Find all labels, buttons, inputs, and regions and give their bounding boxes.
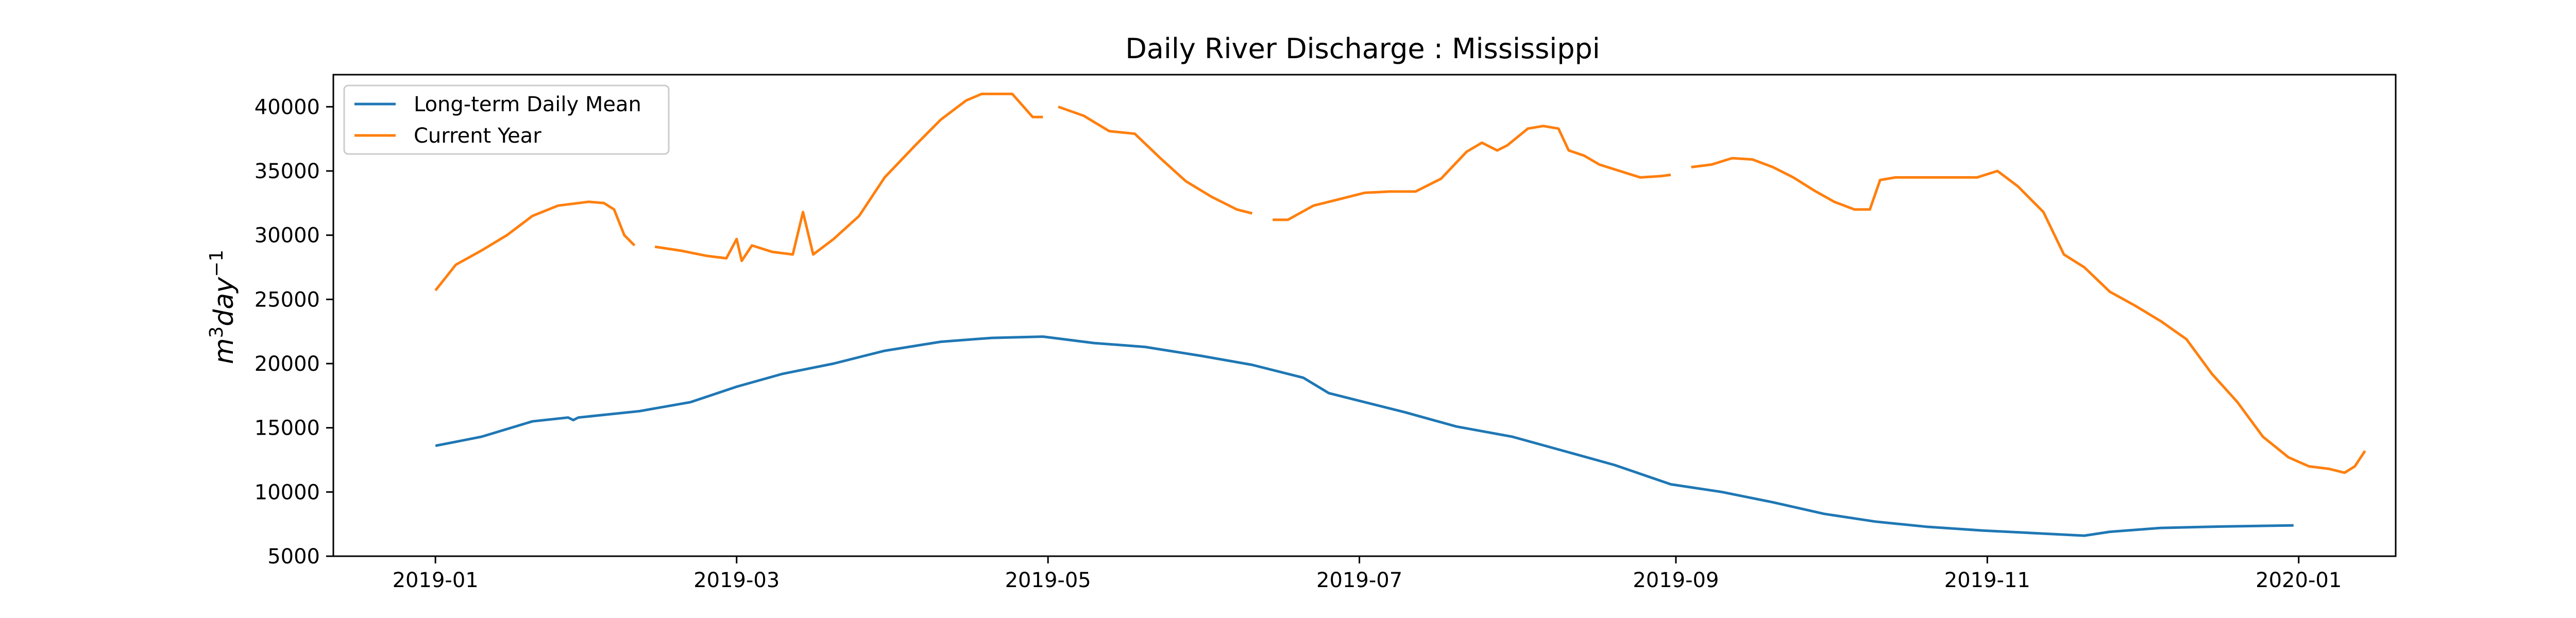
y-axis-label: m3day−1 bbox=[206, 250, 240, 364]
chart-title: Daily River Discharge : Mississippi bbox=[1125, 32, 1600, 65]
x-tick-label: 2019-01 bbox=[393, 569, 479, 592]
legend-box bbox=[343, 84, 670, 155]
y-tick-label: 10000 bbox=[255, 480, 320, 504]
y-tick-label: 40000 bbox=[255, 95, 320, 119]
series-line-current-year-2 bbox=[654, 92, 1043, 262]
y-tick-label: 25000 bbox=[255, 288, 320, 312]
y-tick-label: 30000 bbox=[255, 224, 320, 248]
y-axis-label-sup-2: −1 bbox=[206, 250, 227, 277]
x-tick-label: 2019-03 bbox=[693, 569, 779, 592]
y-axis-label-mid: day bbox=[209, 277, 240, 327]
y-axis-label-sup-1: 3 bbox=[206, 327, 227, 338]
series-layer bbox=[434, 92, 2366, 537]
svg-text:m3day−1: m3day−1 bbox=[206, 250, 240, 364]
series-line-current-year-5 bbox=[1691, 157, 2366, 474]
series-line-current-year-4 bbox=[1273, 125, 1671, 221]
series-line-long-term-daily-mean-1 bbox=[435, 335, 2294, 537]
y-tick-label: 35000 bbox=[255, 160, 320, 183]
x-tick-label: 2019-11 bbox=[1944, 569, 2030, 592]
legend: Long-term Daily Mean Current Year bbox=[343, 84, 670, 155]
x-tick-label: 2019-09 bbox=[1633, 569, 1719, 592]
x-axis-ticks: 2019-01 2019-03 2019-05 2019-07 2019-09 2019-… bbox=[393, 556, 2342, 592]
series-line-current-year-1 bbox=[434, 200, 636, 291]
plot-frame bbox=[332, 74, 2397, 557]
y-tick-label: 15000 bbox=[255, 417, 320, 440]
y-axis-ticks: 5000 10000 15000 20000 25000 30000 35000 40000 bbox=[255, 95, 333, 569]
series-current-year bbox=[434, 92, 2366, 474]
x-tick-label: 2019-07 bbox=[1316, 569, 1402, 592]
series-line-current-year-3 bbox=[1058, 105, 1253, 215]
y-tick-label: 5000 bbox=[267, 545, 320, 569]
x-tick-label: 2020-01 bbox=[2256, 569, 2342, 592]
y-axis-label-base: m bbox=[209, 338, 240, 364]
legend-label-long-term-daily-mean: Long-term Daily Mean bbox=[414, 93, 641, 116]
legend-label-current-year: Current Year bbox=[414, 124, 541, 148]
series-long-term-daily-mean bbox=[435, 335, 2294, 537]
y-tick-label: 20000 bbox=[255, 352, 320, 376]
x-tick-label: 2019-05 bbox=[1005, 569, 1091, 592]
